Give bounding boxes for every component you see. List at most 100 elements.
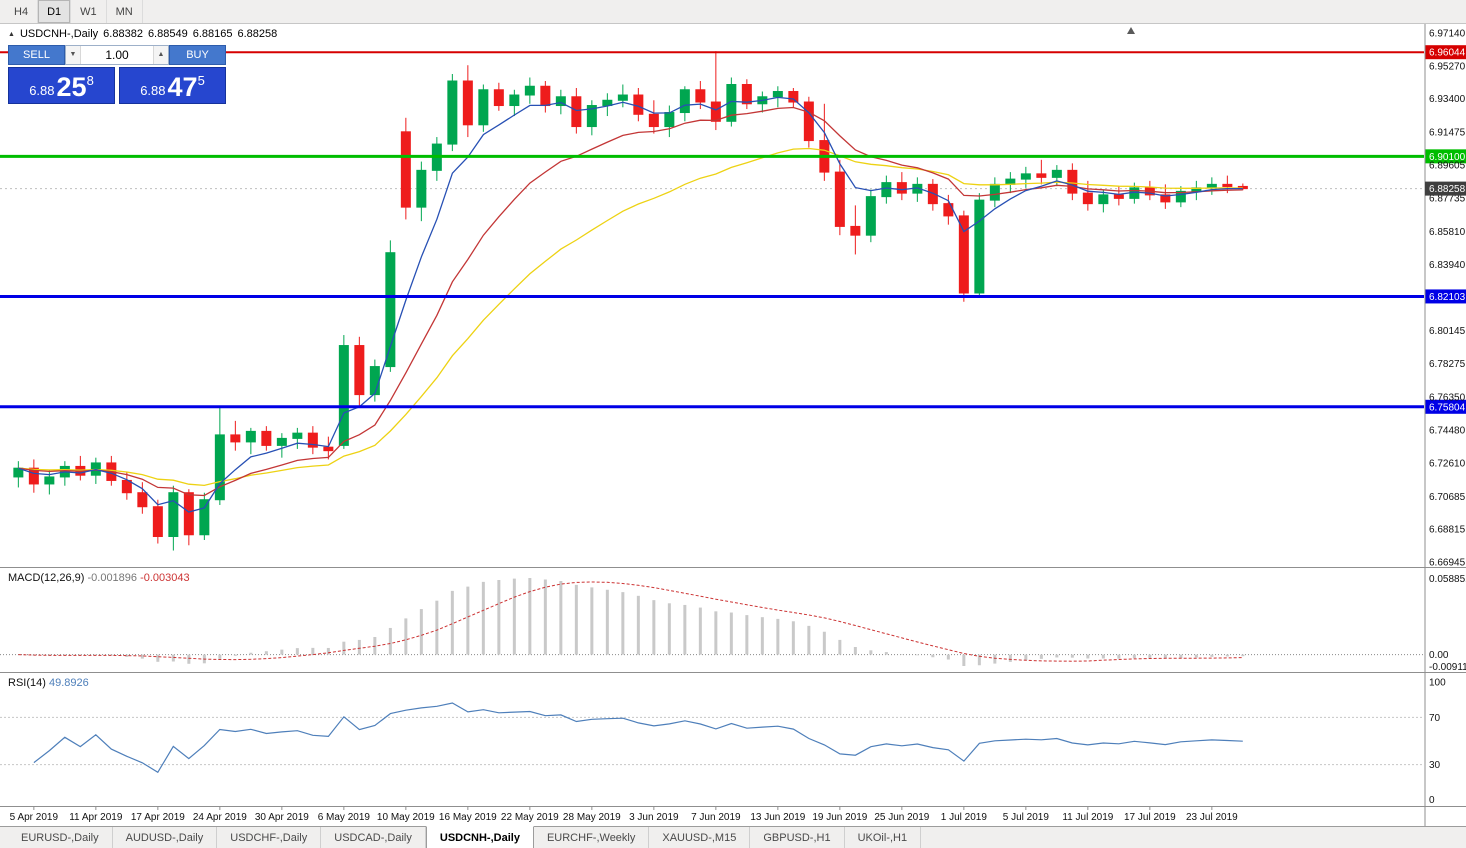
candle-body (245, 430, 256, 443)
bid-price-button[interactable]: 6.88 25 8 (8, 67, 115, 104)
date-label[interactable]: 24 Apr 2019 (193, 812, 247, 823)
price-chart[interactable]: 6.96044 6.90100 6.82103 6.75804 6.97140 6.952… (0, 24, 1466, 826)
date-label[interactable]: 22 May 2019 (501, 812, 559, 823)
price-scale-label[interactable]: 6.78275 (1429, 359, 1466, 370)
price-scale-line-badge (1425, 289, 1466, 304)
date-label[interactable]: 13 Jun 2019 (750, 812, 805, 823)
ask-price-button[interactable]: 6.88 47 5 (119, 67, 226, 104)
date-label[interactable]: 19 Jun 2019 (812, 812, 867, 823)
date-label[interactable]: 25 Jun 2019 (874, 812, 929, 823)
candle-body (1160, 194, 1171, 203)
chart-tab-xauusd-m15[interactable]: XAUUSD-,M15 (649, 827, 751, 848)
timeframe-button-mn[interactable]: MN (107, 0, 143, 23)
date-label[interactable]: 1 Jul 2019 (941, 812, 988, 823)
date-label[interactable]: 17 Jul 2019 (1124, 812, 1176, 823)
candle-body (292, 432, 303, 439)
date-label[interactable]: 3 Jun 2019 (629, 812, 679, 823)
date-label[interactable]: 30 Apr 2019 (255, 812, 309, 823)
candle-body (586, 105, 597, 128)
macd-scale-label[interactable]: 0.00 (1429, 650, 1449, 661)
price-scale-label[interactable]: 6.74480 (1429, 425, 1466, 436)
price-scale-line-badge (1425, 45, 1466, 60)
date-label[interactable]: 5 Apr 2019 (10, 812, 59, 823)
candle-body (1020, 173, 1031, 180)
candle-body (695, 89, 706, 103)
rsi-scale-label[interactable]: 70 (1429, 713, 1441, 724)
price-scale-label[interactable]: 6.85810 (1429, 227, 1466, 238)
date-label[interactable]: 23 Jul 2019 (1186, 812, 1238, 823)
price-scale-line-badge-label: 6.75804 (1429, 402, 1466, 413)
rsi-scale-label[interactable]: 30 (1429, 760, 1441, 771)
ask-price-big-figure: 6.88 (140, 83, 166, 98)
macd-scale-label[interactable]: 0.058851 (1429, 574, 1466, 585)
timeframe-button-d1[interactable]: D1 (38, 0, 72, 23)
price-scale-label[interactable]: 6.97140 (1429, 29, 1466, 40)
date-label[interactable]: 10 May 2019 (377, 812, 435, 823)
volume-input[interactable] (81, 46, 153, 64)
chart-tab-usdcad-daily[interactable]: USDCAD-,Daily (321, 827, 426, 848)
date-label[interactable]: 5 Jul 2019 (1003, 812, 1050, 823)
bid-price-pips: 25 (56, 72, 87, 102)
timeframe-button-h4[interactable]: H4 (5, 0, 39, 23)
candle-body (881, 182, 892, 198)
price-scale-label[interactable]: 6.95270 (1429, 61, 1466, 72)
candle-body (230, 434, 241, 443)
rsi-line (33, 702, 1243, 774)
macd-scale-label[interactable]: -0.009116 (1429, 662, 1466, 673)
date-label[interactable]: 7 Jun 2019 (691, 812, 741, 823)
date-label[interactable]: 6 May 2019 (318, 812, 371, 823)
price-scale-label[interactable]: 6.72610 (1429, 458, 1466, 469)
date-label[interactable]: 11 Apr 2019 (69, 812, 123, 823)
ohlc-high: 6.88549 (147, 28, 188, 40)
candle-body (13, 467, 24, 478)
price-scale-label[interactable]: 6.91475 (1429, 128, 1466, 139)
price-scale-label[interactable]: 6.76350 (1429, 393, 1466, 404)
candle-body (633, 94, 644, 115)
price-scale-label[interactable]: 6.83940 (1429, 260, 1466, 271)
price-scale-label[interactable]: 6.87735 (1429, 193, 1466, 204)
date-label[interactable]: 17 Apr 2019 (131, 812, 185, 823)
ask-price-pips: 47 (167, 72, 198, 102)
chart-tab-usdcnh-daily[interactable]: USDCNH-,Daily (425, 826, 534, 848)
price-scale-label[interactable]: 6.80145 (1429, 326, 1466, 337)
price-scale-label[interactable]: 6.89605 (1429, 161, 1466, 172)
chart-tab-usdchf-daily[interactable]: USDCHF-,Daily (217, 827, 322, 848)
ask-price-fraction: 5 (197, 73, 205, 88)
volume-control: ▼ ▲ (65, 45, 169, 65)
price-scale-label[interactable]: 6.66945 (1429, 558, 1466, 569)
moving-average-line-5 (18, 96, 1243, 513)
volume-increase-icon[interactable]: ▲ (153, 46, 168, 64)
chart-shift-marker-icon[interactable] (1127, 27, 1135, 34)
candle-body (540, 85, 551, 107)
price-scale-label[interactable]: 6.68815 (1429, 525, 1466, 536)
date-label[interactable]: 28 May 2019 (563, 812, 621, 823)
candle-body (555, 96, 566, 107)
price-scale-label[interactable]: 6.70685 (1429, 492, 1466, 503)
bid-price-big-figure: 6.88 (29, 83, 55, 98)
trade-panel-collapse-icon[interactable]: ▲ (8, 30, 15, 38)
chart-tab-gbpusd-h1[interactable]: GBPUSD-,H1 (750, 827, 845, 848)
chart-tab-eurchf-weekly[interactable]: EURCHF-,Weekly (534, 827, 650, 848)
chart-tab-ukoil-h1[interactable]: UKOil-,H1 (845, 827, 922, 848)
candle-body (927, 183, 938, 205)
sell-button[interactable]: SELL (8, 45, 65, 65)
candle-body (788, 91, 799, 103)
price-scale-line-badge-label: 6.90100 (1429, 152, 1466, 163)
candle-body (338, 345, 349, 446)
timeframe-button-w1[interactable]: W1 (71, 0, 107, 23)
rsi-scale-label[interactable]: 0 (1429, 795, 1435, 806)
date-label[interactable]: 11 Jul 2019 (1062, 812, 1113, 823)
price-scale-line-badge-label: 6.82103 (1429, 292, 1466, 303)
date-label[interactable]: 16 May 2019 (439, 812, 497, 823)
candle-body (1113, 194, 1124, 199)
buy-button[interactable]: BUY (169, 45, 226, 65)
price-scale-label[interactable]: 6.93400 (1429, 94, 1466, 105)
candle-body (679, 89, 690, 114)
chart-tab-eurusd-daily[interactable]: EURUSD-,Daily (8, 827, 113, 848)
candle-body (276, 437, 287, 446)
rsi-scale-label[interactable]: 100 (1429, 678, 1446, 689)
price-scale-line-badge-label: 6.96044 (1429, 48, 1466, 59)
chart-tab-audusd-daily[interactable]: AUDUSD-,Daily (113, 827, 218, 848)
volume-dropdown-icon[interactable]: ▼ (66, 46, 81, 64)
candle-body (958, 215, 969, 294)
